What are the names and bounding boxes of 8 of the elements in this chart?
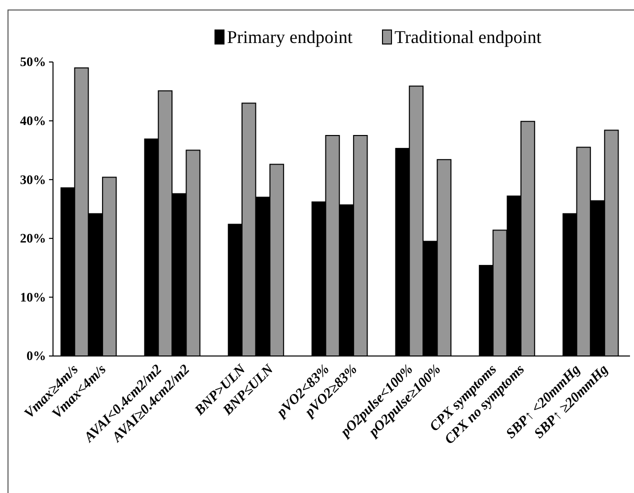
legend-label: Traditional endpoint [394,27,542,47]
legend-label: Primary endpoint [227,27,352,47]
y-tick-label: 30% [20,172,46,187]
y-tick-label: 50% [20,54,46,70]
y-tick-label: 20% [20,230,46,246]
y-tick-label: 10% [20,289,46,304]
y-tick-label: 0% [26,348,46,364]
y-tick-label: 40% [20,112,46,128]
